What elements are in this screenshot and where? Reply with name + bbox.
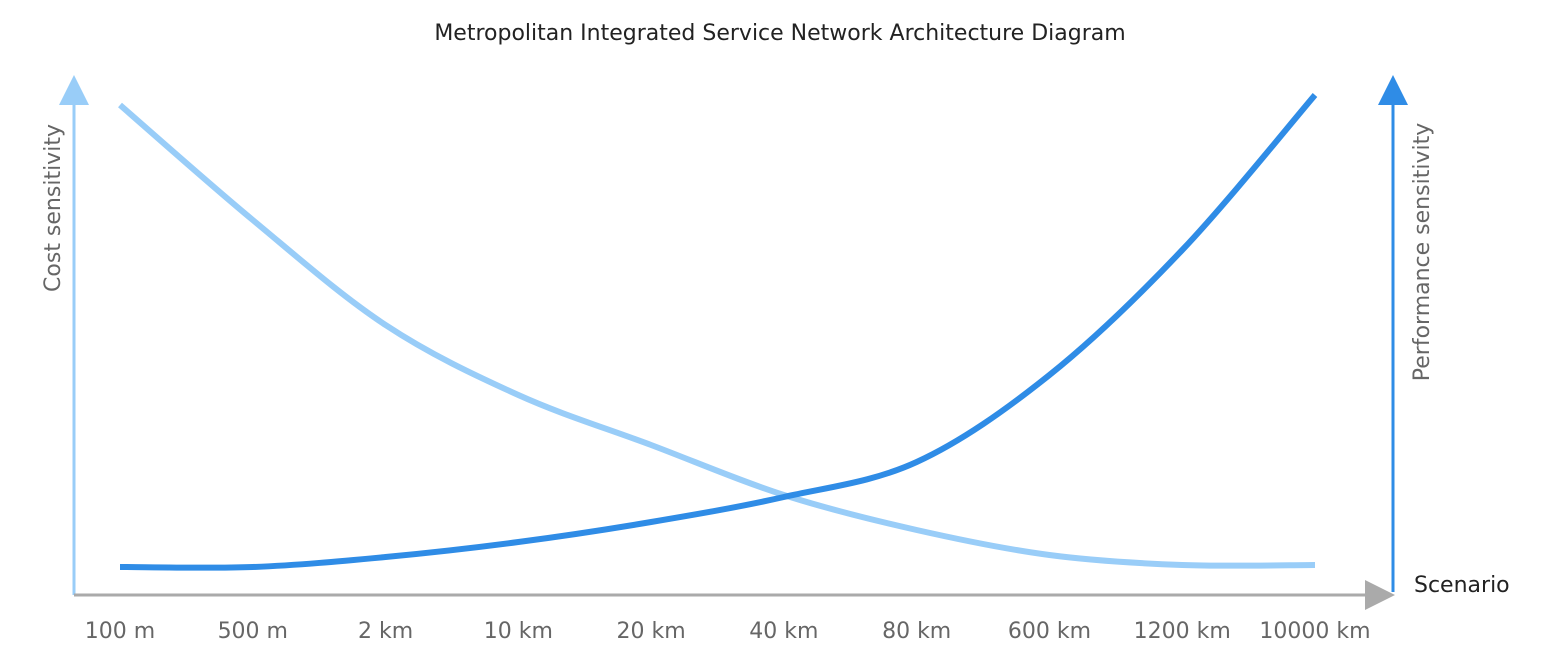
x-axis-label: Scenario (1414, 573, 1510, 598)
x-tick-label: 10 km (484, 619, 553, 644)
x-tick-label: 80 km (882, 619, 951, 644)
x-tick-label: 40 km (749, 619, 818, 644)
x-tick-label: 1200 km (1134, 619, 1231, 644)
x-tick-label: 600 km (1008, 619, 1091, 644)
x-tick-label: 500 m (218, 619, 288, 644)
chart-title: Metropolitan Integrated Service Network … (434, 21, 1125, 46)
x-tick-label: 100 m (85, 619, 155, 644)
series-line (118, 102, 1316, 569)
y2-axis-label: Performance sensitivity (1410, 123, 1435, 381)
x-tick-label: 2 km (358, 619, 413, 644)
x-tick-label: 20 km (617, 619, 686, 644)
series-line (119, 93, 1318, 571)
x-tick-label: 10000 km (1259, 619, 1370, 644)
y-axis-label: Cost sensitivity (41, 124, 66, 292)
